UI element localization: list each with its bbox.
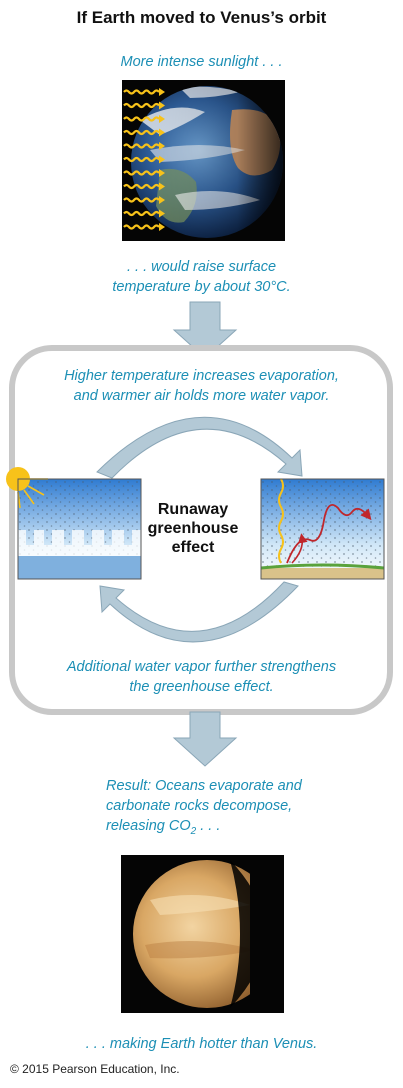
copyright-notice: © 2015 Pearson Education, Inc. [10, 1062, 180, 1076]
sun-ray [123, 116, 160, 122]
caption-result-line2: carbonate rocks decompose, [106, 798, 293, 814]
caption-result-line3: releasing CO2 . . . [106, 816, 396, 842]
sun-ray [123, 197, 160, 203]
caption-result-suffix: . . . [196, 818, 221, 834]
caption-water-vapor: Additional water vapor further strengthe… [0, 657, 403, 697]
caption-raise-line2: temperature by about 30°C. [112, 279, 291, 295]
sun-ray [123, 224, 160, 230]
cycle-arrows [96, 416, 303, 643]
caption-evap-line1: Higher temperature increases evaporation… [64, 368, 339, 384]
page-title: If Earth moved to Venus’s orbit [76, 8, 327, 27]
evaporation-panel [6, 467, 142, 580]
sun-ray-head [159, 142, 165, 150]
venus-globe [133, 858, 284, 1010]
earth-globe [131, 86, 283, 238]
cycle-label-line1: Runaway [157, 501, 229, 518]
sun-ray-head [159, 182, 165, 191]
down-arrow-2 [172, 711, 238, 767]
runaway-greenhouse-label: Runaway greenhouse effect [128, 500, 258, 557]
cycle-label-line2: greenhouse [147, 520, 239, 537]
caption-evap-line2: and warmer air holds more water vapor. [73, 388, 330, 404]
sunlight-rays [123, 88, 165, 231]
sun-ray [123, 156, 160, 163]
caption-raise-line1: . . . would raise surface [126, 259, 277, 275]
sun-ray [123, 143, 160, 149]
sun-ray-head [159, 128, 165, 137]
cycle-arrow-bottom [99, 581, 299, 643]
sun-ray-head [159, 101, 165, 110]
sun-ray-head [159, 223, 165, 231]
caption-evaporation: Higher temperature increases evaporation… [0, 366, 403, 406]
caption-raise-temp: . . . would raise surface temperature by… [0, 257, 403, 297]
caption-result-line1: Result: Oceans evaporate and [106, 778, 302, 794]
caption-result: Result: Oceans evaporate and carbonate r… [106, 776, 396, 842]
sun-ray [123, 210, 160, 217]
caption-result-prefix: releasing CO [106, 818, 191, 834]
sun-ray-head [159, 169, 165, 177]
caption-sunlight: More intense sunlight . . . [120, 54, 283, 70]
caption-vapor-line2: the greenhouse effect. [129, 679, 274, 695]
co2-subscript: 2 [190, 825, 197, 837]
sun-ray-head [159, 88, 165, 96]
sun-ray-head [159, 115, 165, 123]
caption-vapor-line1: Additional water vapor further strengthe… [66, 659, 337, 675]
cycle-arrow-top [96, 416, 303, 479]
sun-ray-head [159, 155, 165, 164]
greenhouse-panel [260, 478, 385, 580]
cycle-label-line3: effect [171, 539, 215, 556]
sun-ray [123, 102, 160, 109]
sun-ray-head [159, 196, 165, 204]
down-arrow-1 [172, 301, 238, 359]
caption-final: . . . making Earth hotter than Venus. [85, 1036, 318, 1052]
sun-ray [123, 183, 160, 190]
sun-ray-head [159, 209, 165, 218]
sun-ray [123, 170, 160, 176]
sun-ray [123, 89, 160, 95]
sun-ray [123, 129, 160, 136]
